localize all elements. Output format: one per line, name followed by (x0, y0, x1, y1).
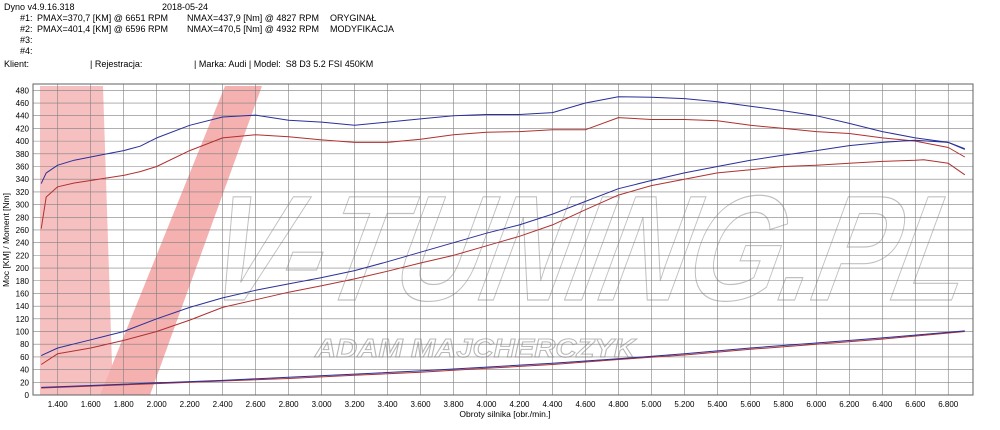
x-tick-label: 2.800 (279, 400, 300, 409)
y-tick-label: 20 (20, 378, 29, 387)
x-tick-label: 6.200 (839, 400, 860, 409)
plot-frame (32, 83, 974, 396)
series-line-torque-run1 (40, 117, 966, 229)
x-tick-labels: 1.400 1.600 1.800 2.000 2.200 2.400 2.600 2.800… (48, 400, 959, 409)
x-tick-label: 3.000 (312, 400, 333, 409)
run2-nmax: NMAX=470,5 [Nm] @ 4932 RPM (187, 24, 319, 34)
x-tick-label: 4.600 (575, 400, 596, 409)
y-tick-label: 480 (16, 86, 30, 95)
y-tick-label: 420 (16, 124, 30, 133)
series-line-loss-run1 (41, 331, 965, 389)
watermark-brand: V-TUNING.PL (194, 166, 990, 333)
watermark: V-TUNING.PL ADAM MAJCHERCZYK (40, 86, 990, 395)
y-tick-label: 340 (16, 175, 30, 184)
x-tick-label: 4.800 (608, 400, 629, 409)
y-tick-label: 160 (16, 289, 30, 298)
watermark-v-right (100, 86, 262, 395)
x-tick-label: 4.000 (476, 400, 497, 409)
x-tick-label: 1.400 (48, 400, 69, 409)
series-line-power-run2 (40, 139, 965, 357)
run4-number: #4: (20, 46, 33, 56)
x-tick-label: 5.600 (740, 400, 761, 409)
y-tick-label: 280 (16, 213, 30, 222)
x-tick-label: 3.200 (345, 400, 366, 409)
watermark-v-left (40, 86, 113, 395)
registration-label: | Rejestracja: (90, 59, 143, 69)
x-tick-label: 2.400 (213, 400, 234, 409)
run2-number: #2: (20, 24, 33, 34)
y-tick-label: 220 (16, 251, 30, 260)
client-label: Klient: (4, 59, 30, 69)
series-line-torque-run2 (40, 96, 965, 184)
y-tick-label: 180 (16, 277, 30, 286)
x-tick-label: 6.000 (806, 400, 827, 409)
y-tick-label: 440 (16, 112, 30, 121)
run1-pmax: PMAX=370,7 [KM] @ 6651 RPM (37, 13, 168, 23)
x-tick-label: 2.000 (147, 400, 168, 409)
x-tick-label: 5.200 (674, 400, 695, 409)
y-tick-label: 40 (20, 366, 29, 375)
run3-number: #3: (20, 35, 33, 45)
y-tick-label: 320 (16, 188, 30, 197)
y-tick-label: 140 (16, 302, 30, 311)
x-tick-label: 5.000 (641, 400, 662, 409)
run1-number: #1: (20, 13, 33, 23)
x-axis-label: Obroty silnika [obr./min.] (459, 409, 550, 419)
software-version: Dyno v4.9.16.318 (4, 2, 75, 12)
x-tick-label: 5.400 (707, 400, 728, 409)
run2-label: MODYFIKACJA (330, 24, 395, 34)
x-tick-label: 1.800 (114, 400, 135, 409)
series-line-power-run1 (40, 159, 966, 365)
x-tick-label: 3.800 (444, 400, 465, 409)
watermark-name: ADAM MAJCHERCZYK (314, 333, 638, 363)
x-tick-label: 6.800 (938, 400, 959, 409)
x-tick-label: 4.200 (509, 400, 530, 409)
y-tick-label: 60 (20, 353, 29, 362)
y-tick-label: 240 (16, 239, 30, 248)
run2-pmax: PMAX=401,4 [KM] @ 6596 RPM (37, 24, 168, 34)
y-tick-label: 380 (16, 150, 30, 159)
x-tick-label: 4.400 (542, 400, 563, 409)
y-tick-label: 300 (16, 201, 30, 210)
x-tick-label: 3.400 (378, 400, 399, 409)
y-tick-label: 260 (16, 226, 30, 235)
series-lines (40, 96, 966, 389)
x-tick-label: 6.400 (872, 400, 893, 409)
y-tick-label: 120 (16, 315, 30, 324)
x-tick-label: 2.200 (180, 400, 201, 409)
run1-label: ORYGINAŁ (330, 13, 377, 23)
y-tick-label: 0 (25, 391, 30, 400)
y-tick-labels: 0 20 40 60 80 100 120 140 160 180 200 220 240 260 280 3… (16, 86, 30, 400)
series-line-loss-run2 (41, 330, 965, 388)
vehicle-make-model: | Marka: Audi | Model: S8 D3 5.2 FSI 450… (194, 59, 374, 69)
y-tick-label: 360 (16, 163, 30, 172)
y-tick-label: 100 (16, 328, 30, 337)
x-tick-label: 5.800 (773, 400, 794, 409)
y-tick-label: 200 (16, 264, 30, 273)
x-tick-label: 1.600 (81, 400, 102, 409)
y-tick-label: 80 (20, 340, 29, 349)
x-tick-label: 2.600 (246, 400, 267, 409)
y-axis-label: Moc [KM] / Moment [Nm] (1, 193, 11, 287)
test-date: 2018-05-24 (162, 2, 209, 12)
run1-nmax: NMAX=437,9 [Nm] @ 4827 RPM (187, 13, 319, 23)
x-tick-label: 3.600 (411, 400, 432, 409)
y-tick-label: 460 (16, 99, 30, 108)
y-tick-label: 400 (16, 137, 30, 146)
x-tick-label: 6.600 (905, 400, 926, 409)
